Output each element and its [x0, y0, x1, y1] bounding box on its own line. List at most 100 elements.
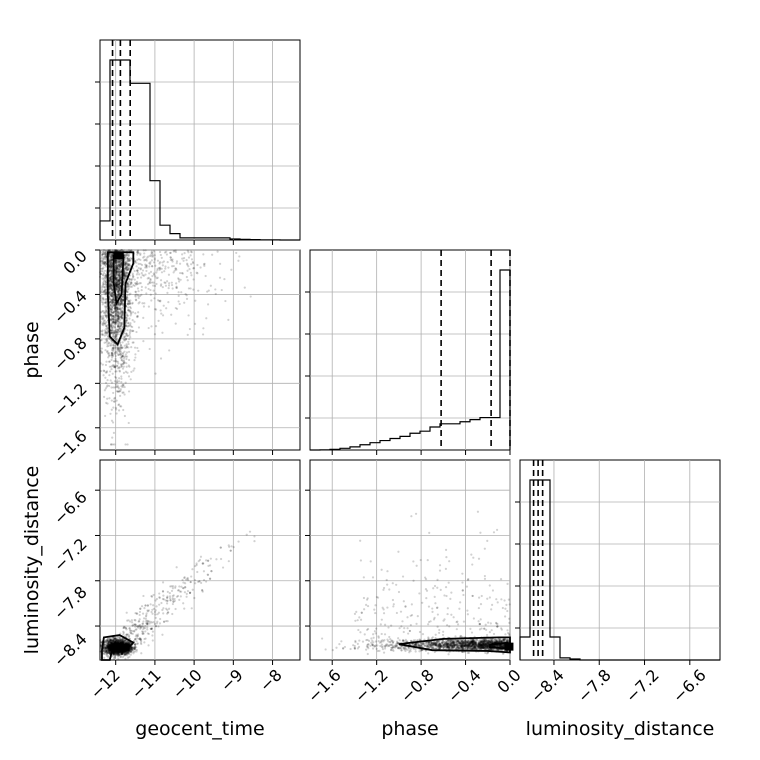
scatter-point	[101, 333, 104, 336]
scatter-point	[120, 316, 123, 319]
scatter-point	[113, 326, 116, 329]
scatter-point	[110, 331, 113, 335]
scatter-point	[131, 325, 134, 329]
scatter-point	[128, 317, 131, 320]
scatter-point	[117, 317, 120, 320]
scatter-point	[142, 594, 145, 598]
scatter-point	[150, 265, 154, 268]
scatter-point	[109, 259, 112, 262]
scatter-point	[148, 347, 151, 351]
scatter-point	[113, 331, 116, 335]
scatter-point	[253, 540, 256, 543]
scatter-point	[119, 278, 122, 281]
scatter-point	[104, 260, 108, 264]
scatter-point	[143, 641, 146, 644]
scatter-point	[117, 321, 120, 324]
scatter-point	[113, 443, 116, 446]
scatter-point	[174, 322, 177, 325]
scatter-point	[136, 258, 139, 261]
scatter-point	[128, 627, 131, 630]
scatter-point	[111, 298, 114, 302]
scatter-point	[117, 262, 121, 265]
scatter-point	[127, 300, 130, 303]
scatter-point	[101, 363, 104, 366]
scatter-point	[146, 609, 149, 612]
scatter-point	[158, 603, 161, 606]
scatter-point	[104, 276, 107, 279]
scatter-point	[132, 283, 135, 287]
scatter-point	[221, 566, 225, 569]
scatter-point	[104, 313, 107, 316]
scatter-point	[101, 288, 104, 291]
scatter-point	[115, 272, 119, 275]
scatter-point	[154, 292, 157, 295]
scatter-point	[107, 356, 110, 359]
scatter-point	[103, 289, 106, 292]
scatter-point	[121, 316, 124, 320]
scatter-point	[108, 365, 111, 368]
scatter-point	[144, 273, 147, 276]
scatter-point	[134, 356, 137, 359]
scatter-point	[144, 249, 147, 252]
scatter-point	[206, 303, 210, 306]
scatter-point	[103, 286, 106, 289]
scatter-point	[116, 286, 120, 289]
scatter-point	[128, 324, 131, 327]
scatter-point	[111, 328, 114, 332]
scatter-point	[187, 579, 190, 582]
scatter-point	[122, 362, 125, 365]
scatter-point	[114, 357, 117, 360]
scatter-point	[159, 357, 163, 360]
scatter-point	[133, 367, 136, 370]
scatter-point	[121, 652, 124, 656]
scatter-point	[197, 559, 200, 563]
scatter-point	[109, 278, 112, 282]
scatter-point	[155, 271, 158, 274]
scatter-point	[118, 369, 121, 372]
scatter-point	[127, 309, 131, 312]
scatter-point	[120, 385, 123, 388]
scatter-point	[166, 608, 169, 611]
scatter-point	[127, 342, 130, 346]
scatter-point	[115, 267, 118, 270]
scatter-point	[107, 643, 111, 647]
scatter-point	[140, 272, 143, 275]
scatter-point	[139, 638, 142, 641]
scatter-point	[103, 305, 107, 308]
scatter-point	[190, 251, 193, 254]
scatter-point	[104, 324, 108, 327]
scatter-point	[102, 283, 105, 286]
scatter-point	[114, 309, 117, 312]
scatter-point	[114, 277, 117, 281]
scatter-point	[130, 646, 134, 649]
scatter-point	[135, 261, 138, 264]
scatter-point	[151, 612, 154, 615]
scatter-point	[115, 276, 119, 279]
scatter-point	[188, 591, 192, 594]
scatter-point	[113, 337, 116, 340]
scatter-point	[121, 299, 124, 302]
scatter-point	[123, 260, 127, 263]
scatter-point	[170, 283, 174, 287]
scatter-point	[183, 576, 186, 579]
scatter-point	[237, 540, 240, 543]
scatter-point	[105, 325, 108, 328]
scatter-point	[118, 284, 121, 287]
scatter-point	[176, 594, 180, 598]
scatter-point	[110, 354, 113, 357]
scatter-point	[205, 559, 208, 562]
scatter-point	[116, 295, 119, 298]
scatter-point	[166, 280, 169, 283]
scatter-point	[99, 330, 102, 333]
scatter-point	[106, 638, 109, 641]
scatter-point	[134, 290, 137, 293]
scatter-point	[103, 341, 106, 344]
scatter-point	[155, 605, 158, 608]
scatter-point	[135, 280, 139, 283]
scatter-point	[104, 273, 107, 276]
scatter-point	[117, 282, 120, 285]
scatter-point	[127, 303, 130, 306]
scatter-point	[112, 333, 116, 336]
scatter-point	[127, 350, 131, 353]
scatter-point	[119, 348, 122, 351]
